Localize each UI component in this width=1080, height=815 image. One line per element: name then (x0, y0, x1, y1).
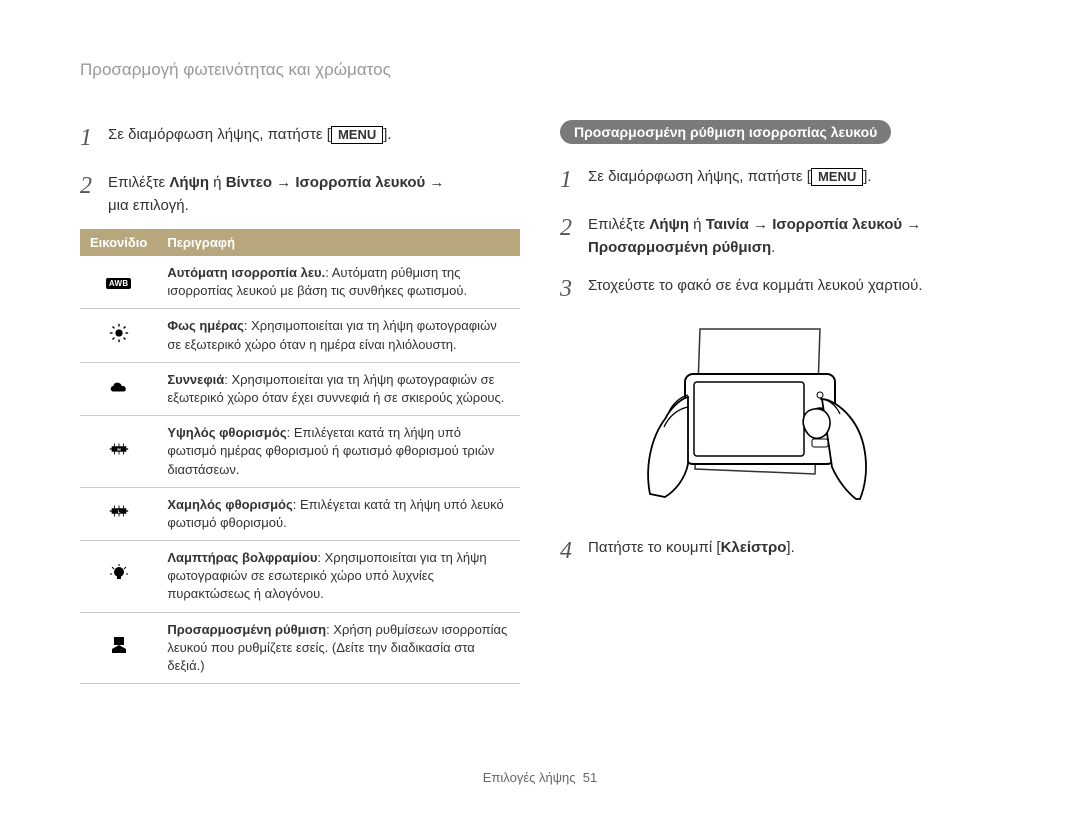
icon-cell: L (80, 487, 157, 540)
icon-cell (80, 362, 157, 415)
step-number: 1 (80, 120, 108, 156)
row-title: Αυτόματη ισορροπία λευ. (167, 265, 325, 280)
text-bold: Κλείστρο (721, 539, 787, 556)
fluorescent-h-icon: H (108, 441, 130, 457)
text: μια επιλογή. (108, 197, 189, 214)
text: Σε διαμόρφωση λήψης, πατήστε [ (588, 168, 811, 185)
step-body: Πατήστε το κουμπί [Κλείστρο]. (588, 533, 1000, 569)
text: Επιλέξτε (588, 216, 649, 233)
text: Πατήστε το κουμπί [ (588, 539, 721, 556)
table-row: H Υψηλός φθορισμός: Επιλέγεται κατά τη λ… (80, 416, 520, 488)
step-number: 3 (560, 271, 588, 307)
row-title: Λαμπτήρας βολφραμίου (167, 550, 317, 565)
desc-cell: Προσαρμοσμένη ρύθμιση: Χρήση ρυθμίσεων ι… (157, 612, 520, 684)
row-title: Χαμηλός φθορισμός (167, 497, 292, 512)
step-body: Στοχεύστε το φακό σε ένα κομμάτι λευκού … (588, 271, 1000, 307)
text: Επιλέξτε (108, 174, 169, 191)
text-bold: Ισορροπία λευκού (295, 174, 425, 191)
text: ή (209, 174, 226, 191)
row-title: Προσαρμοσμένη ρύθμιση (167, 622, 326, 637)
table-header-icon: Εικονίδιο (80, 229, 157, 256)
left-step-1: 1 Σε διαμόρφωση λήψης, πατήστε [MENU]. (80, 120, 520, 156)
text: ή (689, 216, 706, 233)
row-title: Υψηλός φθορισμός (167, 425, 286, 440)
camera-illustration (590, 319, 910, 519)
desc-cell: Χαμηλός φθορισμός: Επιλέγεται κατά τη λή… (157, 487, 520, 540)
page-footer: Επιλογές λήψης 51 (0, 770, 1080, 785)
text-bold: Προσαρμοσμένη ρύθμιση (588, 239, 771, 256)
tungsten-icon (109, 563, 129, 585)
text-bold: Ταινία (706, 216, 749, 233)
table-row: L Χαμηλός φθορισμός: Επιλέγεται κατά τη … (80, 487, 520, 540)
step-number: 4 (560, 533, 588, 569)
awb-icon: AWB (106, 278, 132, 289)
table-header-desc: Περιγραφή (157, 229, 520, 256)
icon-cell: AWB (80, 256, 157, 309)
icon-cell (80, 309, 157, 362)
text: → (272, 174, 295, 191)
text-bold: Ισορροπία λευκού (772, 216, 902, 233)
fluorescent-l-icon: L (108, 503, 130, 519)
icon-cell (80, 612, 157, 684)
desc-cell: Υψηλός φθορισμός: Επιλέγεται κατά τη λήψ… (157, 416, 520, 488)
step-number: 2 (560, 210, 588, 259)
menu-button-badge: MENU (331, 126, 383, 144)
svg-text:L: L (117, 509, 120, 514)
desc-cell: Αυτόματη ισορροπία λευ.: Αυτόματη ρύθμισ… (157, 256, 520, 309)
step-number: 1 (560, 162, 588, 198)
desc-cell: Φως ημέρας: Χρησιμοποιείται για τη λήψη … (157, 309, 520, 362)
icon-cell (80, 541, 157, 613)
text: Σε διαμόρφωση λήψης, πατήστε [ (108, 126, 331, 143)
menu-button-badge: MENU (811, 168, 863, 186)
step-number: 2 (80, 168, 108, 217)
text-bold: Βίντεο (226, 174, 272, 191)
sun-icon (108, 322, 130, 344)
custom-wb-icon (109, 635, 129, 655)
step-body: Σε διαμόρφωση λήψης, πατήστε [MENU]. (108, 120, 520, 156)
text: → (425, 174, 444, 191)
page-title: Προσαρμογή φωτεινότητας και χρώματος (80, 60, 1000, 80)
white-balance-table: Εικονίδιο Περιγραφή AWB Αυτόματη ισορροπ… (80, 229, 520, 684)
columns: 1 Σε διαμόρφωση λήψης, πατήστε [MENU]. 2… (80, 120, 1000, 684)
text: → (749, 216, 772, 233)
right-step-3: 3 Στοχεύστε το φακό σε ένα κομμάτι λευκο… (560, 271, 1000, 307)
footer-text: Επιλογές λήψης (483, 770, 576, 785)
row-title: Φως ημέρας (167, 318, 244, 333)
right-step-4: 4 Πατήστε το κουμπί [Κλείστρο]. (560, 533, 1000, 569)
desc-cell: Συννεφιά: Χρησιμοποιείται για τη λήψη φω… (157, 362, 520, 415)
text-bold: Λήψη (649, 216, 689, 233)
desc-cell: Λαμπτήρας βολφραμίου: Χρησιμοποιείται γι… (157, 541, 520, 613)
icon-cell: H (80, 416, 157, 488)
text-bold: Λήψη (169, 174, 209, 191)
text: ]. (383, 126, 391, 143)
table-row: Συννεφιά: Χρησιμοποιείται για τη λήψη φω… (80, 362, 520, 415)
cloud-icon (108, 378, 130, 394)
left-step-2: 2 Επιλέξτε Λήψη ή Βίντεο → Ισορροπία λευ… (80, 168, 520, 217)
step-body: Επιλέξτε Λήψη ή Βίντεο → Ισορροπία λευκο… (108, 168, 520, 217)
callout-heading: Προσαρμοσμένη ρύθμιση ισορροπίας λευκού (560, 120, 891, 144)
right-step-1: 1 Σε διαμόρφωση λήψης, πατήστε [MENU]. (560, 162, 1000, 198)
table-row: AWB Αυτόματη ισορροπία λευ.: Αυτόματη ρύ… (80, 256, 520, 309)
footer-page: 51 (583, 770, 597, 785)
text: ]. (786, 539, 794, 556)
table-row: Προσαρμοσμένη ρύθμιση: Χρήση ρυθμίσεων ι… (80, 612, 520, 684)
text: ]. (863, 168, 871, 185)
right-column: Προσαρμοσμένη ρύθμιση ισορροπίας λευκού … (560, 120, 1000, 684)
table-row: Φως ημέρας: Χρησιμοποιείται για τη λήψη … (80, 309, 520, 362)
table-row: Λαμπτήρας βολφραμίου: Χρησιμοποιείται γι… (80, 541, 520, 613)
left-column: 1 Σε διαμόρφωση λήψης, πατήστε [MENU]. 2… (80, 120, 520, 684)
text: . (771, 239, 775, 256)
step-body: Σε διαμόρφωση λήψης, πατήστε [MENU]. (588, 162, 1000, 198)
row-title: Συννεφιά (167, 372, 224, 387)
svg-text:H: H (117, 447, 120, 452)
right-step-2: 2 Επιλέξτε Λήψη ή Ταινία → Ισορροπία λευ… (560, 210, 1000, 259)
step-body: Επιλέξτε Λήψη ή Ταινία → Ισορροπία λευκο… (588, 210, 1000, 259)
text: → (902, 216, 921, 233)
manual-page: Προσαρμογή φωτεινότητας και χρώματος 1 Σ… (0, 0, 1080, 714)
